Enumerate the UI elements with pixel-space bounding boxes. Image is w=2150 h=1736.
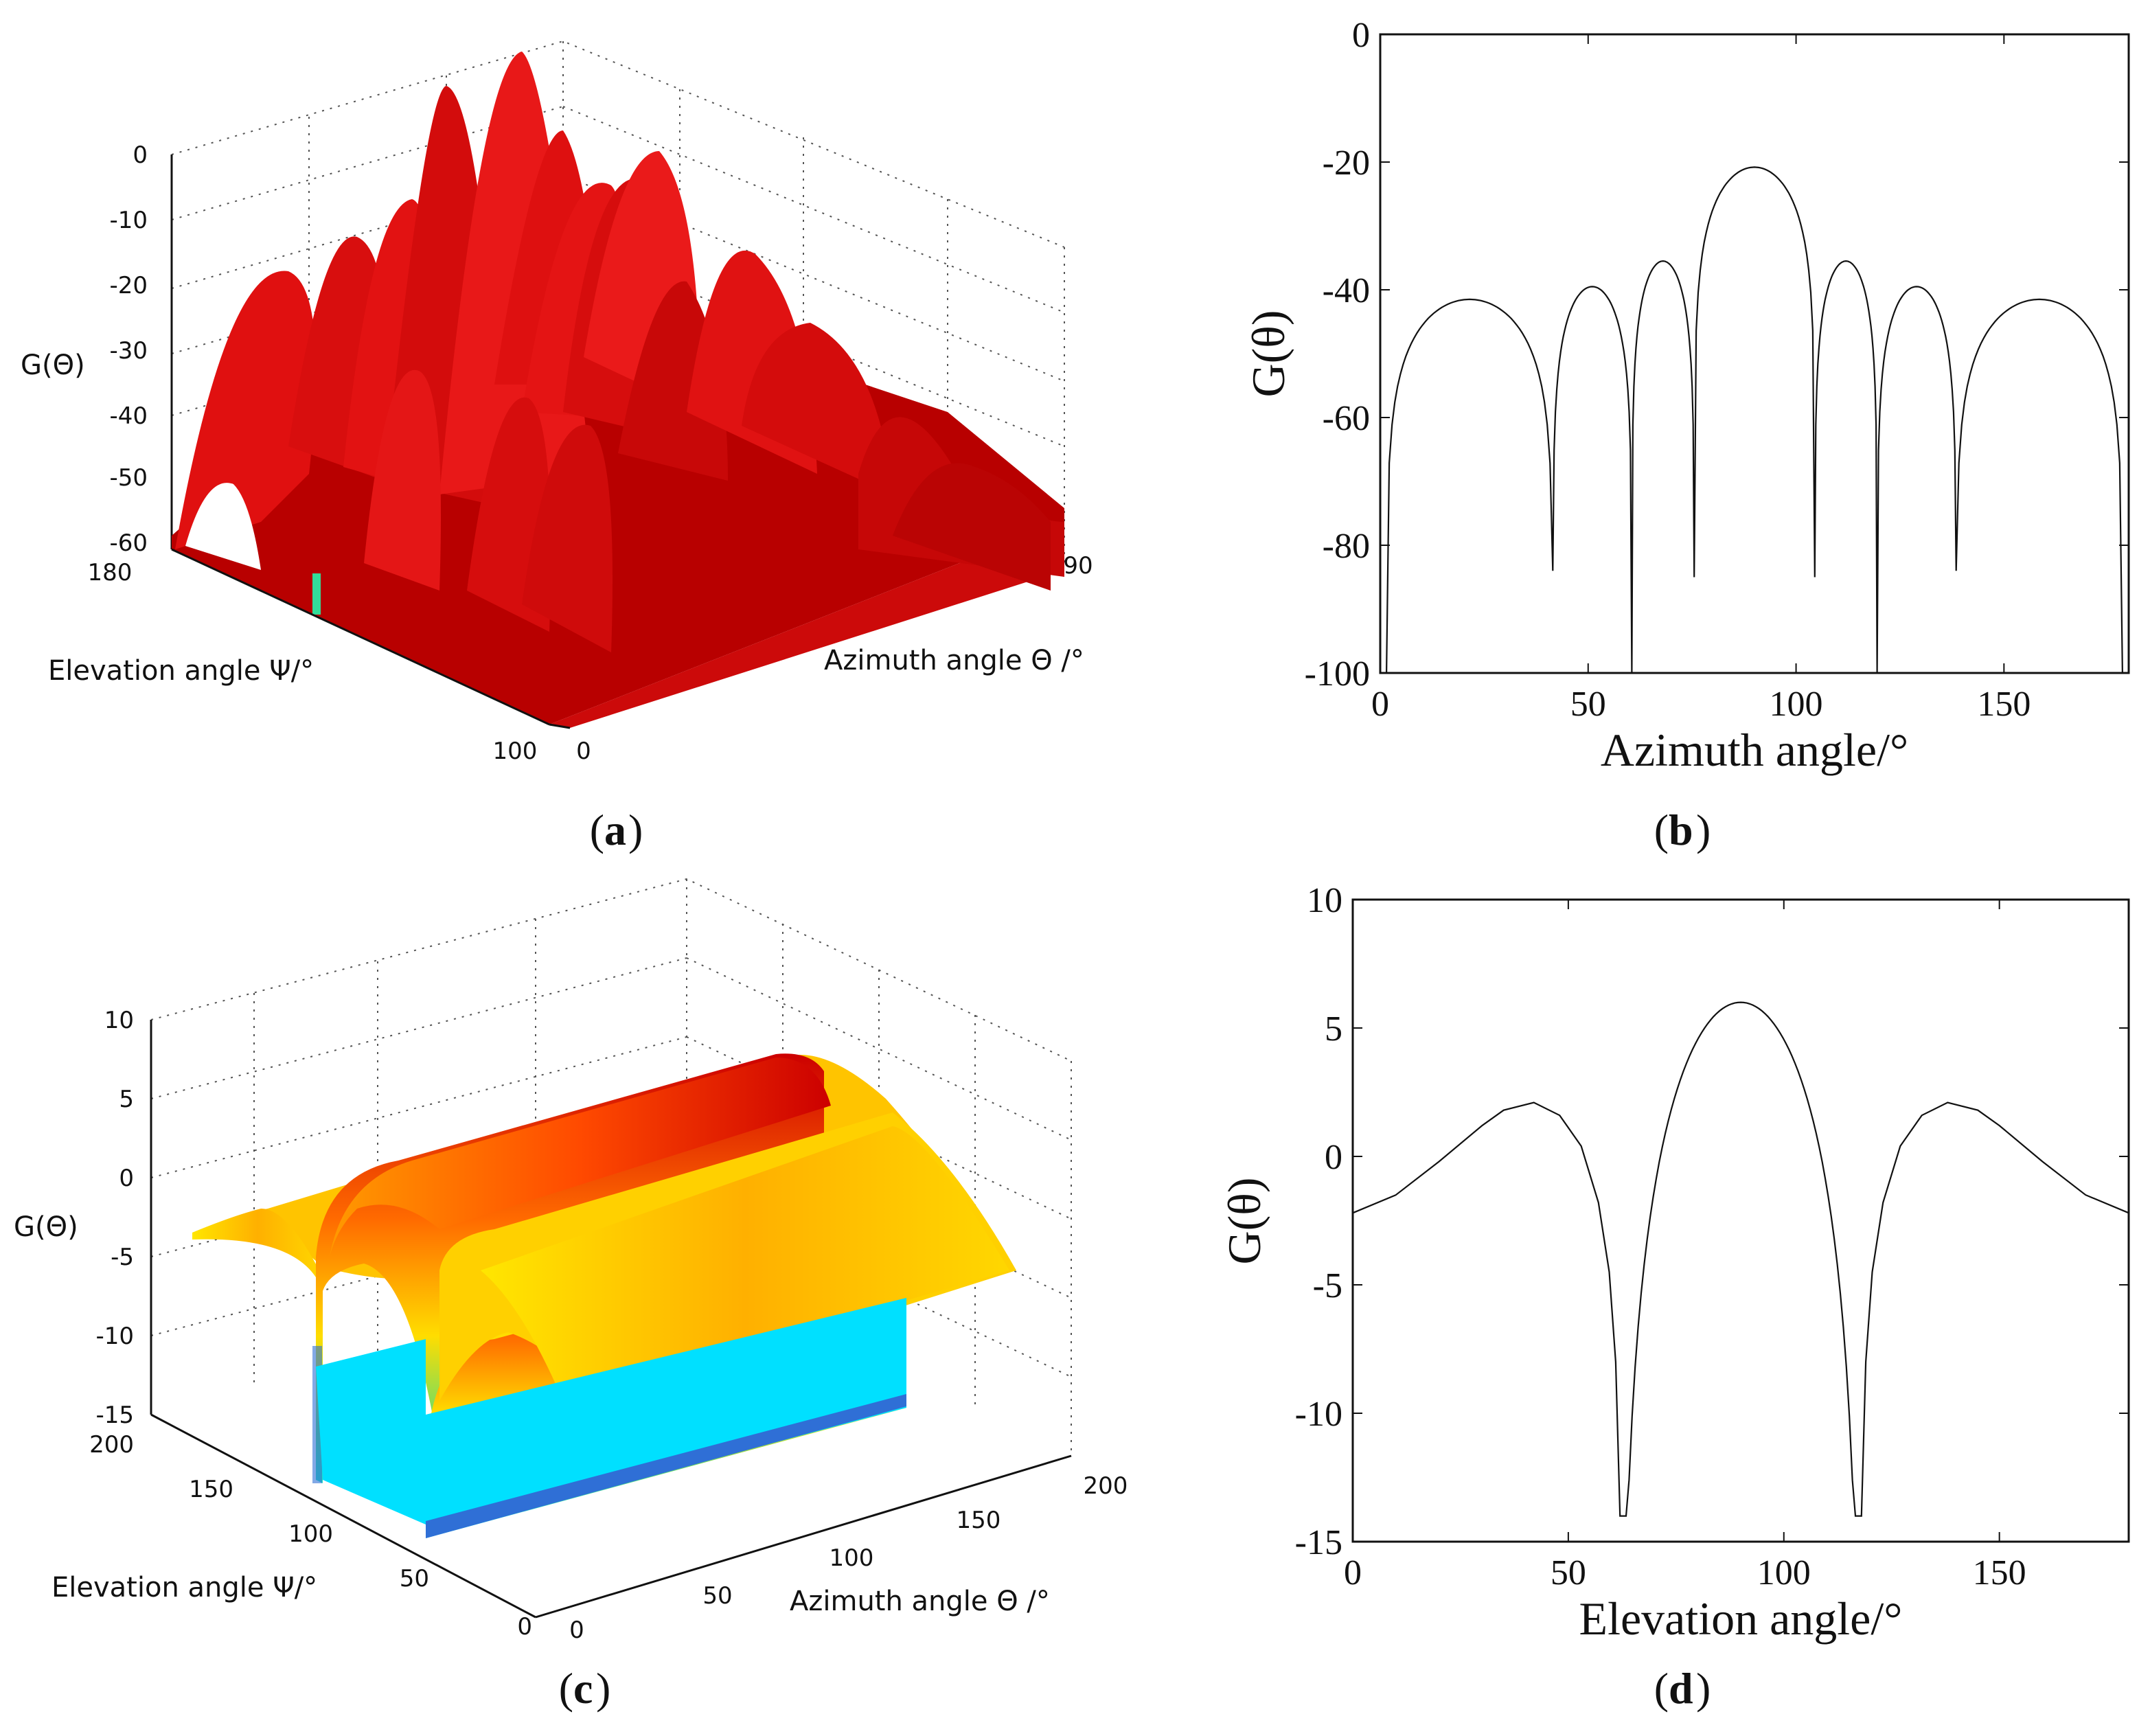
caption-d: ( d ) <box>1654 1664 1711 1713</box>
panel-a-xlabel: Elevation angle Ψ/° <box>48 655 314 687</box>
panel-c-psi-tick: 0 <box>517 1613 532 1641</box>
panel-c-psi-tick: 50 <box>400 1565 429 1592</box>
panel-a-ztick: -20 <box>109 272 148 299</box>
chart-1-ytick-label: -40 <box>1323 271 1370 310</box>
panel-c-ztick: 0 <box>119 1165 134 1192</box>
panel-b-frame <box>1379 33 2130 674</box>
caption-d-letter: d <box>1669 1664 1693 1713</box>
svg-text:): ) <box>596 1664 610 1713</box>
caption-b-letter: b <box>1669 806 1693 854</box>
panel-b-line-chart: 0 50 100 150 0 -20 -40 -60 -80 -100 Azimuth angle… <box>1242 16 2130 776</box>
panel-a-theta-tick: 0 <box>576 738 591 765</box>
panel-c-ztick: -15 <box>95 1402 134 1429</box>
caption-c: ( c ) <box>559 1664 611 1713</box>
panel-c-surface <box>192 1053 1016 1538</box>
panel-c-zticks: 10 5 0 -5 -10 -15 <box>95 1007 134 1429</box>
panel-a-ztick: 0 <box>133 141 148 169</box>
panel-a-zticks: 0 -10 -20 -30 -40 -50 -60 <box>109 141 148 557</box>
caption-a: ( a ) <box>590 806 643 854</box>
panel-a-zlabel: G(Θ) <box>21 350 85 381</box>
panel-c-theta-tick: 50 <box>702 1582 732 1610</box>
svg-text:(: ( <box>1654 1664 1669 1713</box>
svg-text:(: ( <box>1654 806 1669 854</box>
chart-3-ytick-label: -10 <box>1295 1395 1342 1434</box>
panel-c-psi-tick: 100 <box>288 1520 333 1548</box>
panel-c-theta-tick: 200 <box>1084 1472 1128 1500</box>
svg-text:): ) <box>628 806 643 854</box>
panel-c-theta-tick: 0 <box>569 1617 584 1644</box>
chart-1-xtick-label: 0 <box>1371 685 1389 724</box>
panel-d-ylabel: G(θ) <box>1218 1178 1270 1265</box>
svg-text:): ) <box>1696 806 1711 854</box>
panel-a-theta-tick: 90 <box>1063 552 1093 580</box>
chart-1-ytick-label: 0 <box>1352 16 1370 55</box>
chart-1-ytick-label: -80 <box>1323 527 1370 566</box>
panel-a-ylabel: Azimuth angle Θ /° <box>824 645 1084 676</box>
panel-a-ztick: -10 <box>109 207 148 234</box>
panel-a-ztick: -60 <box>109 529 148 557</box>
chart-1-ytick-label: -20 <box>1323 144 1370 183</box>
panel-b-ylabel: G(θ) <box>1242 310 1294 398</box>
panel-b-ticks: 0 50 100 150 0 -20 -40 -60 -80 -100 <box>1305 16 2129 724</box>
panel-c-xlabel: Elevation angle Ψ/° <box>52 1572 317 1603</box>
panel-c-ztick: 10 <box>104 1007 134 1034</box>
panel-c-3d-surface: 10 5 0 -5 -10 -15 200 150 100 50 0 0 50 … <box>14 878 1128 1644</box>
chart-3-xtick-label: 150 <box>1973 1553 2026 1592</box>
caption-a-letter: a <box>604 806 626 854</box>
panel-a-psi-tick: 180 <box>88 559 133 586</box>
panel-c-psi-tick: 150 <box>189 1476 233 1503</box>
chart-1-ytick-label: -100 <box>1305 654 1370 694</box>
panel-a-ztick: -30 <box>109 337 148 365</box>
panel-a-ztick: -50 <box>109 464 148 492</box>
panel-a-psi-tick: 100 <box>493 738 538 765</box>
panel-c-zlabel: G(Θ) <box>14 1211 78 1243</box>
svg-text:(: ( <box>590 806 604 854</box>
panel-c-theta-axis <box>535 1454 1072 1619</box>
caption-c-letter: c <box>573 1664 593 1713</box>
chart-3-ytick-label: 10 <box>1307 881 1342 920</box>
panel-a-theta-axis <box>549 723 571 729</box>
chart-3-xtick-label: 50 <box>1551 1553 1586 1592</box>
svg-text:): ) <box>1696 1664 1711 1713</box>
panel-d-frame <box>1351 898 2130 1543</box>
chart-3-ytick-label: -15 <box>1295 1523 1342 1562</box>
chart-3-xtick-label: 0 <box>1344 1553 1362 1592</box>
panel-b-xlabel: Azimuth angle/° <box>1601 724 1908 776</box>
panel-c-psi-tick: 200 <box>89 1431 134 1459</box>
caption-b: ( b ) <box>1654 806 1711 854</box>
chart-1-xtick-label: 50 <box>1570 685 1606 724</box>
panel-c-psiticks: 200 150 100 50 0 <box>89 1431 532 1641</box>
chart-3-xtick-label: 100 <box>1757 1553 1811 1592</box>
panel-c-theta-tick: 150 <box>957 1507 1001 1534</box>
panel-c-psi-axis <box>150 1413 536 1619</box>
panel-c-ztick: -10 <box>95 1323 134 1350</box>
panel-d-xlabel: Elevation angle/° <box>1579 1592 1903 1645</box>
panel-c-ztick: -5 <box>111 1244 134 1271</box>
chart-1-ytick-label: -60 <box>1323 399 1370 438</box>
chart-1-xtick-label: 100 <box>1770 685 1823 724</box>
panel-c-ztick: 5 <box>119 1086 134 1113</box>
panel-a-ztick: -40 <box>109 402 148 430</box>
chart-3-ytick-label: 0 <box>1325 1138 1342 1177</box>
panel-a-surface <box>172 52 1064 728</box>
panel-d-series <box>1352 1001 2129 1517</box>
chart-1-xtick-label: 150 <box>1977 685 2031 724</box>
panel-c-ylabel: Azimuth angle Θ /° <box>790 1586 1050 1617</box>
panel-c-thetaticks: 0 50 100 150 200 <box>569 1472 1128 1644</box>
panel-a-3d-surface: 0 -10 -20 -30 -40 -50 -60 180 100 90 0 G… <box>21 40 1093 765</box>
panel-b-series <box>1386 166 2123 674</box>
panel-a-psi-axis <box>171 548 550 726</box>
panel-c-theta-tick: 100 <box>830 1544 874 1572</box>
chart-3-ytick-label: 5 <box>1325 1009 1342 1049</box>
chart-3-ytick-label: -5 <box>1313 1266 1342 1305</box>
svg-text:(: ( <box>559 1664 573 1713</box>
